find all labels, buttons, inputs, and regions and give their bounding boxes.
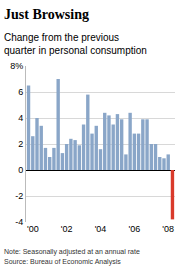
svg-text:'04: '04 bbox=[95, 224, 107, 234]
svg-text:4: 4 bbox=[18, 113, 23, 123]
svg-text:-2: -2 bbox=[15, 191, 23, 201]
svg-text:'06: '06 bbox=[128, 224, 140, 234]
svg-text:Change from the previousquarte: Change from the previousquarter in perso… bbox=[4, 32, 147, 56]
svg-text:Note: Seasonally adjusted at a: Note: Seasonally adjusted at an annual r… bbox=[4, 248, 140, 256]
svg-text:8%: 8% bbox=[10, 61, 23, 71]
svg-text:Source: Bureau of Economic Ana: Source: Bureau of Economic Analysis bbox=[4, 258, 121, 266]
svg-text:-4: -4 bbox=[15, 217, 23, 227]
svg-text:'02: '02 bbox=[61, 224, 73, 234]
svg-text:'08: '08 bbox=[162, 224, 174, 234]
svg-text:0: 0 bbox=[18, 165, 23, 175]
svg-text:'00: '00 bbox=[27, 224, 39, 234]
svg-text:Just Browsing: Just Browsing bbox=[4, 7, 89, 22]
svg-text:6: 6 bbox=[18, 87, 23, 97]
svg-text:2: 2 bbox=[18, 139, 23, 149]
